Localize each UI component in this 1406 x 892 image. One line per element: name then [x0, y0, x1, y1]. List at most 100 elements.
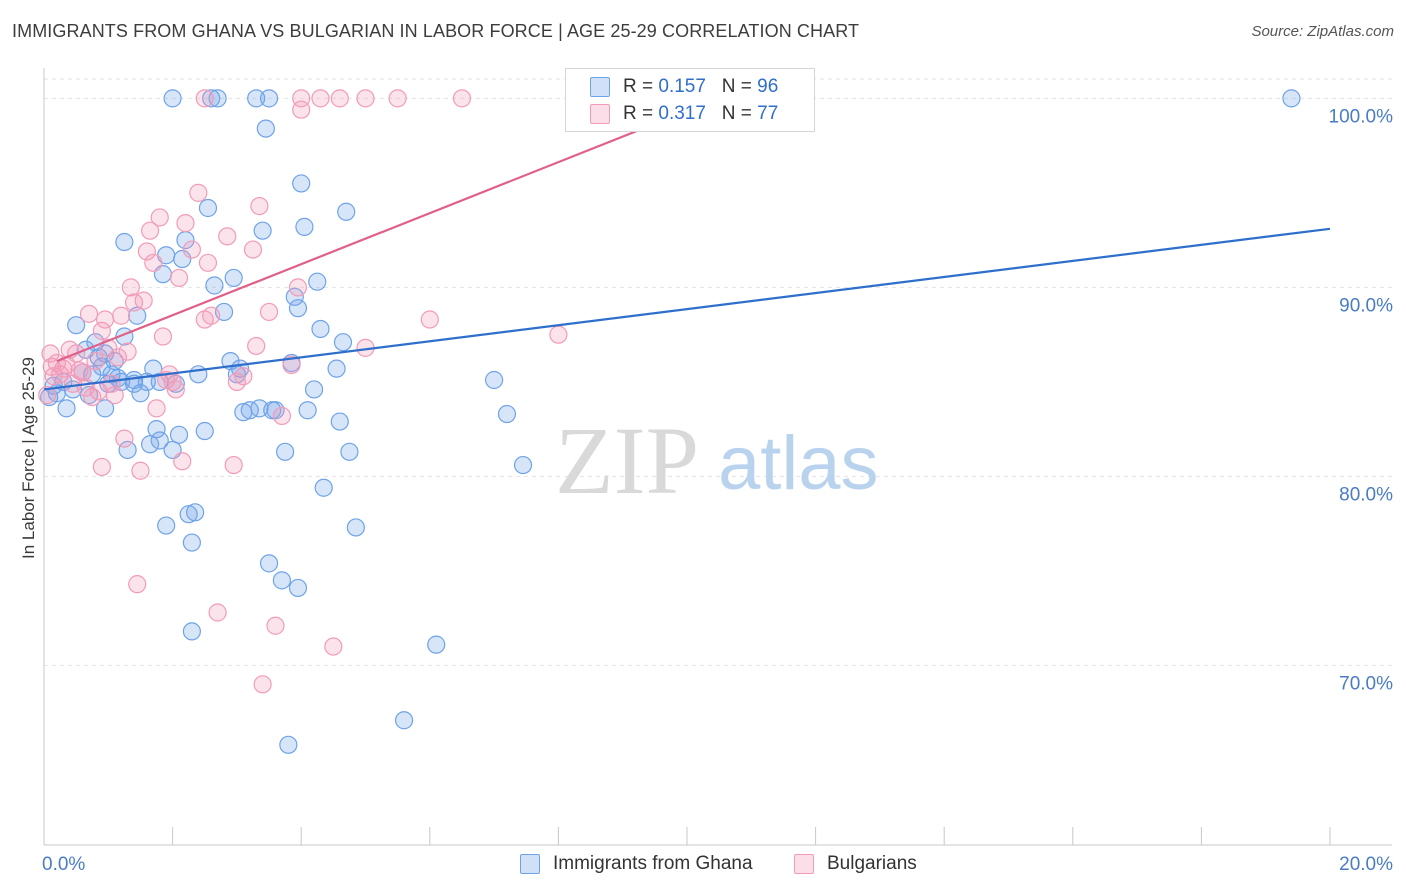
point-bulgarians-27 — [118, 342, 137, 361]
legend-swatch-bulgarians — [590, 104, 610, 124]
point-bulgarians-56 — [243, 240, 263, 259]
point-bulgarians-66 — [324, 637, 343, 656]
point-bulgarians-1 — [41, 344, 60, 363]
legend-swatch-ghana — [590, 77, 610, 97]
point-bulgarians-58 — [250, 196, 269, 216]
point-bulgarians-69 — [549, 325, 568, 344]
point-bulgarians-63 — [282, 355, 301, 374]
point-bulgarians-0 — [38, 386, 57, 405]
point-ghana-31 — [147, 420, 166, 439]
point-ghana-47 — [195, 421, 214, 441]
point-bulgarians-74 — [356, 89, 375, 108]
point-bulgarians-21 — [99, 338, 118, 357]
point-ghana-40 — [173, 249, 192, 269]
point-ghana-72 — [298, 401, 317, 420]
point-bulgarians-32 — [134, 291, 153, 310]
legend-stats-ghana: R = 0.157 N = 96 — [623, 76, 779, 97]
point-ghana-64 — [276, 442, 295, 461]
point-bulgarians-68 — [420, 310, 439, 329]
point-bulgarians-30 — [128, 575, 147, 594]
point-ghana-77 — [327, 359, 346, 378]
legend-n-ghana: 96 — [757, 76, 779, 97]
point-ghana-65 — [279, 735, 298, 754]
point-bulgarians-36 — [147, 399, 166, 418]
legend-label-bulgarians: Bulgarians — [827, 853, 917, 874]
chart-source: Source: ZipAtlas.com — [1251, 23, 1394, 40]
y-tick-label-70: 70.0% — [1339, 673, 1393, 694]
point-bulgarians-50 — [202, 306, 221, 325]
point-bulgarians-52 — [218, 227, 237, 246]
point-bulgarians-43 — [169, 268, 189, 288]
point-ghana-27 — [131, 384, 150, 403]
stats-legend: R = 0.157 N = 96 R = 0.317 N = 77 — [565, 68, 815, 132]
point-ghana-15 — [95, 399, 115, 418]
point-ghana-32 — [150, 431, 169, 450]
point-ghana-83 — [394, 711, 414, 730]
point-ghana-93 — [1282, 89, 1301, 108]
point-bulgarians-20 — [95, 310, 115, 329]
point-bulgarians-49 — [198, 253, 218, 272]
point-bulgarians-14 — [79, 304, 99, 323]
legend-r-bulgarians: 0.317 — [658, 103, 706, 124]
point-bulgarians-57 — [247, 336, 266, 356]
point-bulgarians-73 — [330, 89, 349, 108]
point-ghana-4 — [57, 399, 76, 418]
point-ghana-48 — [198, 198, 218, 218]
point-ghana-63 — [272, 571, 292, 590]
point-ghana-86 — [497, 404, 517, 424]
point-ghana-84 — [427, 635, 446, 654]
point-ghana-88 — [163, 89, 182, 108]
point-bulgarians-62 — [272, 406, 292, 426]
x-tick-label-20: 20.0% — [1339, 854, 1393, 875]
trend-line-bulgarians — [56, 97, 720, 363]
point-ghana-75 — [311, 319, 330, 339]
watermark: ZIP atlas — [555, 407, 879, 514]
point-ghana-82 — [346, 518, 365, 537]
y-tick-labels: 70.0% 80.0% 90.0% 100.0% — [1329, 106, 1394, 694]
x-tick-labels: 0.0% 20.0% — [42, 854, 1393, 875]
point-bulgarians-11 — [70, 361, 89, 380]
watermark-zip: ZIP — [555, 407, 699, 514]
point-bulgarians-46 — [182, 240, 201, 259]
point-bulgarians-35 — [144, 253, 163, 272]
point-ghana-36 — [157, 516, 176, 535]
point-bulgarians-47 — [189, 183, 208, 202]
point-ghana-78 — [330, 412, 349, 431]
point-bulgarians-55 — [234, 367, 253, 386]
point-bulgarians-16 — [86, 351, 105, 371]
point-bulgarians-19 — [92, 457, 111, 477]
point-bulgarians-76 — [452, 89, 472, 108]
point-bulgarians-24 — [108, 348, 128, 367]
point-ghana-70 — [292, 174, 311, 193]
point-ghana-85 — [485, 370, 504, 390]
point-ghana-81 — [340, 442, 359, 461]
point-ghana-39 — [169, 425, 189, 444]
y-tick-label-80: 80.0% — [1339, 484, 1393, 505]
point-bulgarians-51 — [208, 603, 227, 622]
point-ghana-71 — [295, 217, 314, 236]
point-ghana-29 — [140, 435, 160, 454]
x-tick-label-0: 0.0% — [42, 854, 85, 875]
watermark-atlas: atlas — [718, 421, 879, 506]
point-bulgarians-71 — [292, 89, 311, 108]
y-tick-label-100: 100.0% — [1329, 106, 1394, 127]
point-ghana-74 — [308, 272, 327, 291]
point-bulgarians-34 — [140, 221, 160, 240]
axes — [43, 68, 1392, 846]
point-ghana-58 — [253, 221, 272, 240]
series-bulgarians-points — [38, 89, 568, 694]
legend-swatch-ghana-bottom — [520, 854, 540, 874]
point-ghana-49 — [205, 276, 224, 295]
point-ghana-45 — [186, 503, 205, 522]
point-bulgarians-12 — [73, 363, 92, 382]
point-ghana-43 — [182, 622, 201, 641]
point-ghana-90 — [208, 89, 227, 108]
point-bulgarians-64 — [288, 278, 308, 297]
legend-r-ghana: 0.157 — [658, 76, 706, 97]
point-bulgarians-33 — [137, 242, 156, 261]
point-bulgarians-72 — [311, 89, 330, 108]
point-bulgarians-38 — [153, 327, 173, 346]
legend-swatch-bulgarians-bottom — [794, 854, 814, 874]
point-bulgarians-37 — [150, 208, 169, 227]
point-ghana-91 — [247, 89, 266, 108]
